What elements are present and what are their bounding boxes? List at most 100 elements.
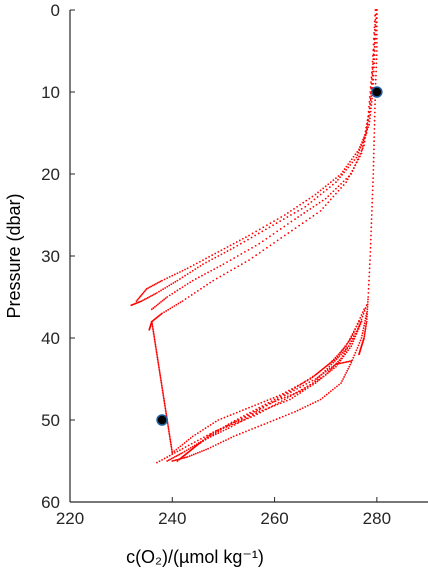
data-point — [165, 414, 168, 416]
data-point — [332, 179, 335, 182]
data-point — [368, 267, 371, 270]
data-point — [176, 289, 179, 292]
data-point — [304, 205, 307, 208]
x-ticks: 220 240 260 280 — [56, 497, 391, 528]
data-point — [369, 97, 372, 100]
data-point — [284, 414, 287, 417]
x-axis-label: c(O₂)/(µmol kg⁻¹) — [126, 547, 264, 567]
data-point — [181, 443, 184, 446]
data-point — [150, 285, 153, 288]
data-point — [207, 447, 209, 450]
data-point — [146, 296, 149, 299]
data-point — [266, 421, 269, 424]
data-point — [222, 440, 225, 443]
data-point — [344, 374, 347, 376]
data-point — [266, 224, 268, 227]
data-point — [223, 273, 225, 276]
data-point — [161, 386, 163, 389]
data-point — [294, 387, 296, 389]
data-point — [335, 363, 337, 366]
data-point — [238, 239, 241, 242]
data-point — [365, 312, 368, 315]
data-point — [360, 144, 363, 147]
data-point — [223, 416, 226, 419]
data-point — [351, 342, 354, 345]
data-point — [158, 371, 161, 374]
data-point — [251, 428, 253, 430]
data-point — [342, 184, 345, 186]
data-point — [200, 437, 202, 440]
data-point — [157, 363, 160, 366]
data-point — [371, 193, 374, 196]
data-point — [368, 120, 371, 123]
data-point — [209, 281, 212, 284]
data-point — [370, 77, 373, 80]
data-point — [250, 236, 253, 239]
data-point — [351, 333, 354, 335]
data-point — [266, 404, 268, 407]
data-point — [207, 271, 209, 274]
data-point — [190, 454, 193, 457]
data-point — [352, 166, 355, 169]
data-point — [373, 33, 376, 36]
data-point — [229, 259, 232, 261]
data-point — [365, 123, 368, 125]
data-point — [272, 396, 275, 399]
data-point — [359, 146, 362, 149]
data-point — [166, 277, 169, 280]
data-point — [240, 253, 243, 255]
data-point — [318, 378, 321, 381]
data-point — [375, 21, 378, 24]
data-point — [301, 407, 304, 410]
data-point — [354, 164, 357, 166]
data-point — [297, 390, 300, 393]
data-point — [141, 292, 144, 295]
data-point — [335, 187, 337, 190]
data-point — [347, 166, 350, 169]
data-point — [264, 403, 267, 406]
data-point — [347, 341, 350, 343]
data-point — [287, 413, 290, 416]
data-point — [271, 401, 274, 404]
data-point — [367, 292, 370, 294]
data-point — [355, 349, 358, 352]
data-point — [302, 201, 305, 204]
data-point — [189, 265, 192, 268]
data-point — [360, 337, 363, 339]
data-point — [340, 182, 342, 185]
data-point — [369, 86, 372, 88]
data-point — [177, 302, 180, 305]
data-point — [188, 450, 191, 453]
profile-trace — [171, 312, 368, 462]
data-point — [276, 403, 279, 406]
data-point — [343, 350, 346, 353]
data-point — [151, 294, 154, 297]
data-point — [209, 424, 212, 426]
data-point — [172, 456, 175, 459]
data-point — [254, 234, 257, 237]
data-point — [206, 434, 208, 437]
data-point — [283, 225, 286, 228]
data-point — [272, 419, 275, 422]
data-point — [370, 218, 373, 221]
data-point — [369, 255, 372, 257]
data-point — [324, 370, 327, 373]
data-point — [343, 168, 346, 170]
data-point — [177, 446, 180, 449]
data-point — [322, 191, 325, 193]
data-point — [279, 402, 282, 405]
data-point — [337, 185, 340, 188]
data-point — [328, 367, 331, 370]
profile-trace — [150, 320, 174, 454]
data-point — [258, 406, 261, 409]
data-point — [368, 271, 371, 274]
data-point — [161, 458, 163, 461]
profile-trace — [130, 9, 378, 307]
data-point — [155, 346, 157, 349]
profile-trace — [171, 320, 360, 454]
data-point — [294, 227, 297, 230]
data-point — [343, 171, 346, 174]
data-point — [276, 230, 279, 233]
data-point — [255, 410, 258, 413]
data-point — [161, 279, 163, 282]
